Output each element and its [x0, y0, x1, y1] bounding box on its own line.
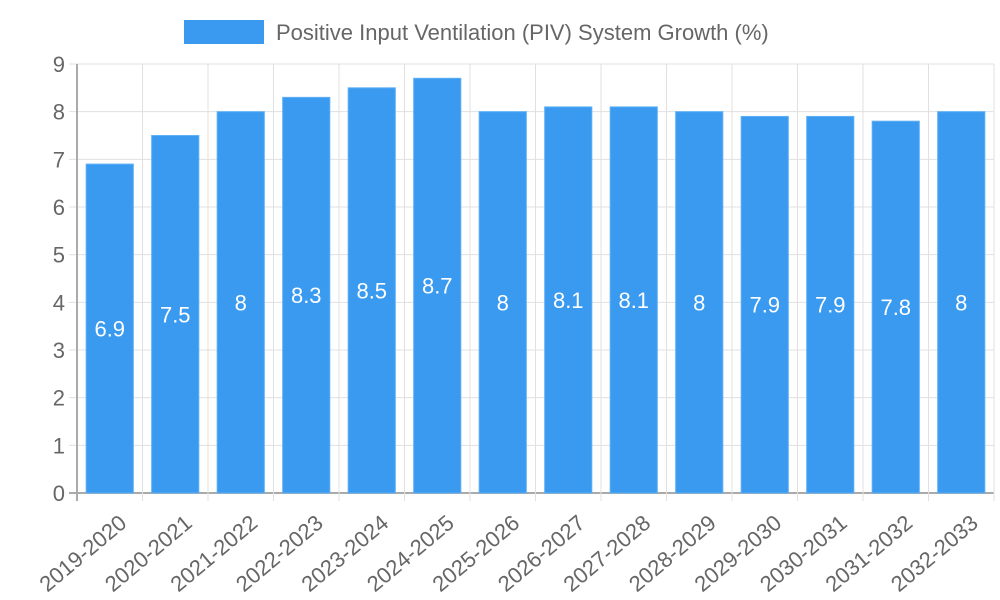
bar [478, 111, 527, 494]
data-label: 8 [955, 290, 967, 315]
data-label: 8 [497, 290, 509, 315]
bar [85, 163, 134, 494]
y-tick-label: 3 [53, 338, 65, 363]
bar [347, 87, 396, 494]
data-label: 8.3 [291, 283, 322, 308]
y-tick-label: 4 [53, 290, 65, 315]
data-label: 8.1 [553, 288, 584, 313]
bar [216, 111, 265, 494]
data-label: 7.5 [160, 302, 191, 327]
data-label: 8 [693, 290, 705, 315]
y-tick-label: 7 [53, 147, 65, 172]
data-label: 8.5 [356, 278, 387, 303]
bar [544, 106, 593, 494]
y-tick-label: 9 [53, 52, 65, 77]
y-tick-label: 2 [53, 386, 65, 411]
data-label: 8 [235, 290, 247, 315]
bar [871, 120, 920, 494]
bar [151, 135, 200, 494]
legend[interactable]: Positive Input Ventilation (PIV) System … [184, 20, 769, 45]
y-tick-label: 6 [53, 195, 65, 220]
y-tick-label: 1 [53, 433, 65, 458]
data-label: 6.9 [94, 317, 125, 342]
legend-swatch [184, 20, 264, 44]
bar [806, 115, 855, 494]
y-tick-label: 0 [53, 481, 65, 506]
bar [937, 111, 986, 494]
data-label: 7.9 [815, 293, 846, 318]
data-label: 8.1 [618, 288, 649, 313]
y-tick-label: 5 [53, 243, 65, 268]
bar [282, 96, 331, 494]
y-tick-label: 8 [53, 100, 65, 125]
bar [740, 115, 789, 494]
legend-label: Positive Input Ventilation (PIV) System … [276, 20, 769, 45]
data-label: 8.7 [422, 274, 453, 299]
bar [675, 111, 724, 494]
bar [609, 106, 658, 494]
data-label: 7.9 [749, 293, 780, 318]
bar [413, 77, 462, 494]
data-label: 7.8 [880, 295, 911, 320]
